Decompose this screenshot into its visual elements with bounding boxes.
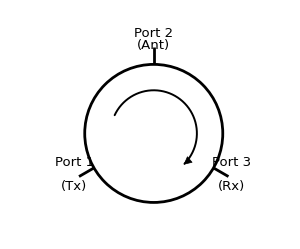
Text: (Ant): (Ant): [137, 39, 170, 52]
Text: (Tx): (Tx): [61, 180, 87, 193]
Text: Port 3: Port 3: [212, 156, 251, 169]
Text: Port 1: Port 1: [55, 156, 94, 169]
Text: Port 2: Port 2: [134, 27, 173, 40]
Text: (Rx): (Rx): [218, 180, 245, 193]
